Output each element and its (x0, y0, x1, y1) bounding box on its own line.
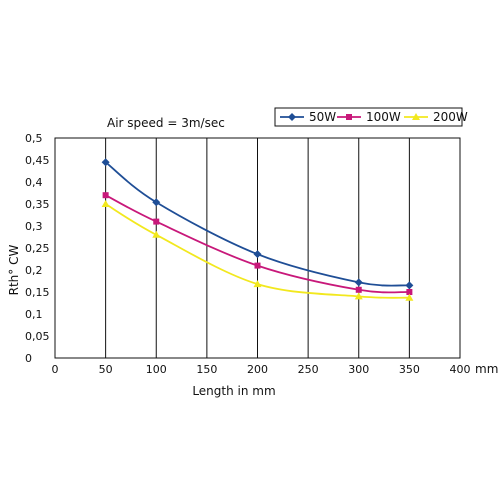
x-tick-label: 250 (298, 363, 319, 376)
y-tick-label: 0,2 (25, 264, 43, 277)
y-tick-label: 0 (25, 352, 32, 365)
x-tick-label: 50 (99, 363, 113, 376)
y-axis-label: Rth° CW (7, 245, 21, 296)
data-point-50W (253, 250, 262, 259)
x-tick-label: 150 (196, 363, 217, 376)
legend-marker-50W (288, 113, 296, 121)
x-axis-label: Length in mm (192, 384, 275, 398)
data-point-50W (405, 281, 414, 290)
data-point-100W (355, 286, 362, 293)
x-tick-label: 400 (450, 363, 471, 376)
data-point-100W (102, 192, 109, 199)
data-point-50W (101, 158, 110, 167)
legend: 50W 100W 200W (274, 107, 468, 127)
data-point-200W (152, 230, 161, 238)
legend-marker-200W (412, 113, 420, 120)
data-point-200W (354, 292, 363, 300)
data-point-50W (354, 278, 363, 287)
data-point-100W (153, 218, 160, 225)
legend-label-200W: 200W (433, 110, 468, 124)
y-tick-label: 0,05 (25, 330, 50, 343)
data-point-100W (254, 262, 261, 269)
y-tick-label: 0,5 (25, 132, 43, 145)
legend-label-50W: 50W (309, 110, 336, 124)
x-tick-label: 200 (247, 363, 268, 376)
x-tick-label: 100 (146, 363, 167, 376)
data-point-200W (405, 293, 414, 301)
y-tick-label: 0,15 (25, 286, 50, 299)
legend-marker-100W (346, 114, 352, 120)
plot-area: 0 50 100 150 200 250 300 350 400 0 0,05 0,1 0,15 0,2 0… (25, 132, 471, 376)
x-tick-label: 0 (52, 363, 59, 376)
data-point-200W (101, 200, 110, 207)
y-tick-label: 0,1 (25, 308, 43, 321)
data-point-100W (406, 289, 413, 295)
legend-label-100W: 100W (366, 110, 401, 124)
air-speed-annotation: Air speed = 3m/sec (107, 116, 225, 130)
y-tick-label: 0,25 (25, 242, 50, 255)
legend-box (274, 107, 463, 127)
x-tick-label: 300 (348, 363, 369, 376)
y-tick-label: 0,4 (25, 176, 43, 189)
data-point-200W (253, 280, 262, 288)
x-tick-label: 350 (399, 363, 420, 376)
y-tick-label: 0,35 (25, 198, 50, 211)
y-tick-label: 0,3 (25, 220, 43, 233)
y-tick-label: 0,45 (25, 154, 50, 167)
x-axis-unit: mm (475, 362, 498, 376)
data-point-50W (152, 198, 161, 207)
